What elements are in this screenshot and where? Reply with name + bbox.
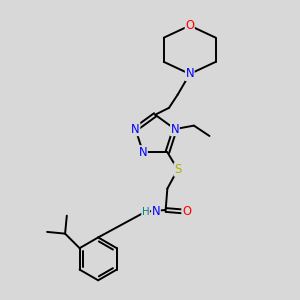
Text: N: N <box>171 123 179 136</box>
Text: O: O <box>182 205 191 218</box>
Text: O: O <box>185 19 194 32</box>
Text: N: N <box>131 123 140 136</box>
Text: H: H <box>142 207 149 217</box>
Text: S: S <box>174 163 182 176</box>
Text: N: N <box>152 205 160 218</box>
Text: N: N <box>139 146 147 159</box>
Text: N: N <box>185 68 194 80</box>
